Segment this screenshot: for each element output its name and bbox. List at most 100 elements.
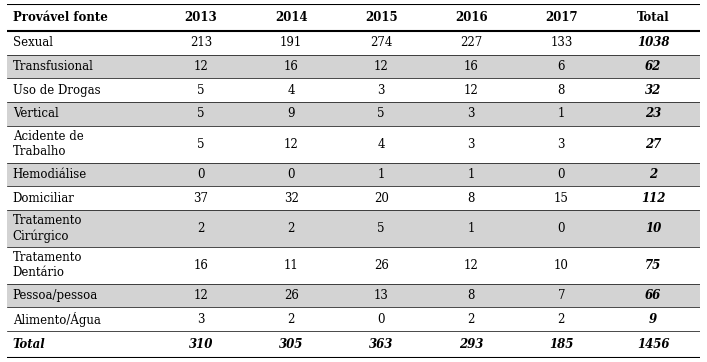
Bar [336,186,426,210]
Text: 1: 1 [467,168,475,181]
Text: 3: 3 [467,138,475,151]
Bar [607,55,700,78]
Text: 274: 274 [370,36,392,49]
Text: 13: 13 [374,289,389,302]
Bar [607,331,700,358]
Text: 12: 12 [194,60,209,73]
Bar [246,331,336,358]
Text: Uso de Drogas: Uso de Drogas [13,84,100,97]
Bar [426,31,516,55]
Bar [246,55,336,78]
Text: 2014: 2014 [275,11,308,24]
Text: 0: 0 [197,168,205,181]
Text: 23: 23 [645,108,661,121]
Text: Total: Total [13,338,45,351]
Bar [516,186,607,210]
Bar [156,186,246,210]
Bar [426,55,516,78]
Bar [7,186,156,210]
Bar [156,247,246,284]
Text: 15: 15 [554,192,569,205]
Bar [336,4,426,31]
Bar [336,307,426,331]
Bar [7,163,156,186]
Bar [246,210,336,247]
Bar [336,210,426,247]
Bar [516,78,607,102]
Text: 5: 5 [197,138,205,151]
Text: 4: 4 [287,84,295,97]
Text: 3: 3 [558,138,565,151]
Text: Total: Total [637,11,670,24]
Bar [607,31,700,55]
Text: 293: 293 [459,338,484,351]
Text: Alimento/Água: Alimento/Água [13,312,100,327]
Bar [156,163,246,186]
Bar [607,102,700,126]
Text: 26: 26 [284,289,298,302]
Bar [156,307,246,331]
Text: 10: 10 [554,259,569,272]
Bar [426,247,516,284]
Bar [7,331,156,358]
Bar [7,247,156,284]
Text: Tratamento
Cirúrgico: Tratamento Cirúrgico [13,214,82,243]
Bar [156,31,246,55]
Bar [156,331,246,358]
Bar [607,163,700,186]
Bar [7,31,156,55]
Text: 2: 2 [197,222,205,235]
Text: 12: 12 [194,289,209,302]
Bar [156,102,246,126]
Text: 1038: 1038 [637,36,670,49]
Bar [607,126,700,163]
Bar [246,284,336,307]
Bar [246,247,336,284]
Bar [607,78,700,102]
Text: 3: 3 [378,84,385,97]
Text: 62: 62 [645,60,661,73]
Bar [7,307,156,331]
Bar [426,284,516,307]
Bar [516,163,607,186]
Bar [156,78,246,102]
Text: Sexual: Sexual [13,36,52,49]
Bar [246,126,336,163]
Bar [607,210,700,247]
Text: 12: 12 [464,84,479,97]
Bar [246,31,336,55]
Bar [7,284,156,307]
Text: 1: 1 [378,168,385,181]
Text: 9: 9 [649,313,658,326]
Text: 2017: 2017 [545,11,578,24]
Bar [156,284,246,307]
Text: Vertical: Vertical [13,108,59,121]
Bar [516,4,607,31]
Text: 112: 112 [641,192,665,205]
Bar [516,307,607,331]
Text: Acidente de
Trabalho: Acidente de Trabalho [13,130,83,158]
Text: 2: 2 [288,313,295,326]
Text: 5: 5 [378,108,385,121]
Text: 16: 16 [284,60,298,73]
Text: 133: 133 [550,36,573,49]
Text: Pessoa/pessoa: Pessoa/pessoa [13,289,98,302]
Bar [426,331,516,358]
Bar [336,331,426,358]
Bar [336,284,426,307]
Text: 9: 9 [287,108,295,121]
Text: Transfusional: Transfusional [13,60,93,73]
Bar [246,307,336,331]
Bar [246,4,336,31]
Text: 0: 0 [378,313,385,326]
Text: 8: 8 [558,84,565,97]
Bar [426,4,516,31]
Bar [516,126,607,163]
Bar [7,4,156,31]
Text: 10: 10 [645,222,661,235]
Bar [516,31,607,55]
Bar [7,126,156,163]
Bar [336,78,426,102]
Text: 2013: 2013 [185,11,218,24]
Bar [426,163,516,186]
